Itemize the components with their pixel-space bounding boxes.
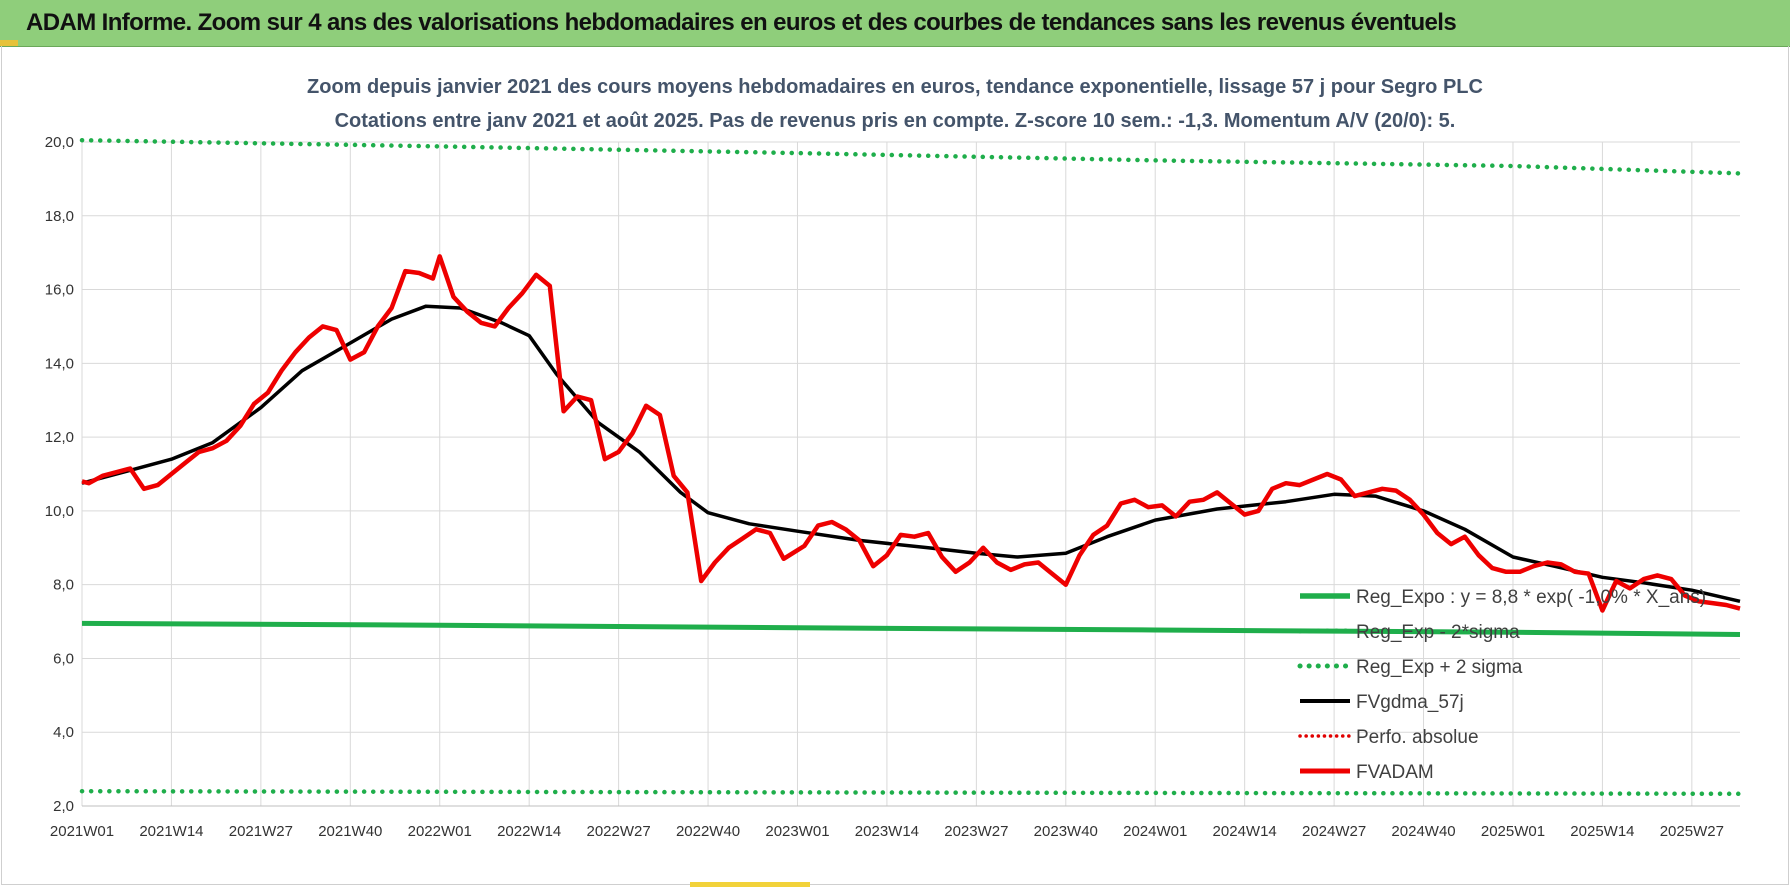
gridlines: [81, 141, 1740, 807]
series-line-5: [81, 254, 1741, 613]
x-tick-label: 2022W01: [408, 823, 472, 840]
y-tick-label: 18,0: [45, 208, 74, 225]
legend-label: Reg_Exp + 2 sigma: [1356, 657, 1523, 678]
x-tick-label: 2023W27: [944, 823, 1008, 840]
y-tick-label: 4,0: [53, 724, 74, 741]
x-tick-label: 2021W14: [139, 823, 203, 840]
x-tick-label: 2025W27: [1660, 823, 1724, 840]
x-tick-label: 2021W01: [50, 823, 114, 840]
y-tick-label: 16,0: [45, 282, 74, 299]
y-tick-label: 12,0: [45, 429, 74, 446]
x-axis: 2021W01 2021W14 2021W27 2021W40 2022W01 2022W…: [50, 823, 1724, 840]
title-banner: ADAM Informe. Zoom sur 4 ans des valoris…: [0, 0, 1790, 47]
x-tick-label: 2021W40: [318, 823, 382, 840]
x-tick-label: 2023W01: [765, 823, 829, 840]
chart-subtitle: Cotations entre janv 2021 et août 2025. …: [335, 110, 1456, 132]
x-tick-label: 2025W14: [1570, 823, 1634, 840]
banner-accent: [0, 40, 18, 46]
legend-label: FVgdma_57j: [1356, 692, 1464, 713]
legend-label: Reg_Exp - 2*sigma: [1356, 622, 1520, 643]
x-tick-label: 2024W27: [1302, 823, 1366, 840]
chart-frame: [1, 46, 1789, 885]
series-line-1: [79, 788, 1743, 797]
y-tick-label: 2,0: [53, 798, 74, 815]
y-tick-label: 10,0: [45, 503, 74, 520]
legend-label: Reg_Expo : y = 8,8 * exp( -1,0% * X_ans): [1356, 587, 1706, 608]
series-lines: [79, 137, 1743, 797]
x-tick-label: 2022W27: [587, 823, 651, 840]
chart-title: Zoom depuis janvier 2021 des cours moyen…: [307, 76, 1483, 98]
x-tick-label: 2023W40: [1034, 823, 1098, 840]
x-tick-label: 2024W01: [1123, 823, 1187, 840]
x-tick-label: 2022W40: [676, 823, 740, 840]
y-tick-label: 14,0: [45, 355, 74, 372]
x-tick-label: 2024W40: [1391, 823, 1455, 840]
banner-title: ADAM Informe. Zoom sur 4 ans des valoris…: [26, 9, 1457, 36]
legend-label: Perfo. absolue: [1356, 727, 1479, 748]
legend: Reg_Expo : y = 8,8 * exp( -1,0% * X_ans)…: [1297, 587, 1706, 783]
x-tick-label: 2024W14: [1213, 823, 1277, 840]
legend-label: FVADAM: [1356, 762, 1434, 783]
y-tick-label: 6,0: [53, 650, 74, 667]
x-tick-label: 2025W01: [1481, 823, 1545, 840]
y-tick-label: 20,0: [45, 134, 74, 151]
series-line-0: [81, 620, 1741, 637]
y-tick-label: 8,0: [53, 577, 74, 594]
bottom-accent: [690, 882, 810, 887]
x-tick-label: 2021W27: [229, 823, 293, 840]
y-axis: 2,0 4,0 6,0 8,0 10,0 12,0 14,0 16,0 18,0 20,0: [45, 134, 74, 815]
x-tick-label: 2023W14: [855, 823, 919, 840]
x-tick-label: 2022W14: [497, 823, 561, 840]
series-line-3: [81, 304, 1741, 604]
series-line-2: [79, 137, 1743, 176]
